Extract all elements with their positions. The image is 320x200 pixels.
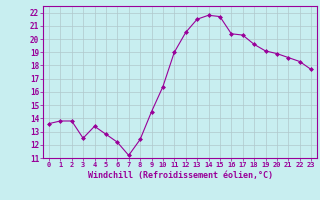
X-axis label: Windchill (Refroidissement éolien,°C): Windchill (Refroidissement éolien,°C): [87, 171, 273, 180]
